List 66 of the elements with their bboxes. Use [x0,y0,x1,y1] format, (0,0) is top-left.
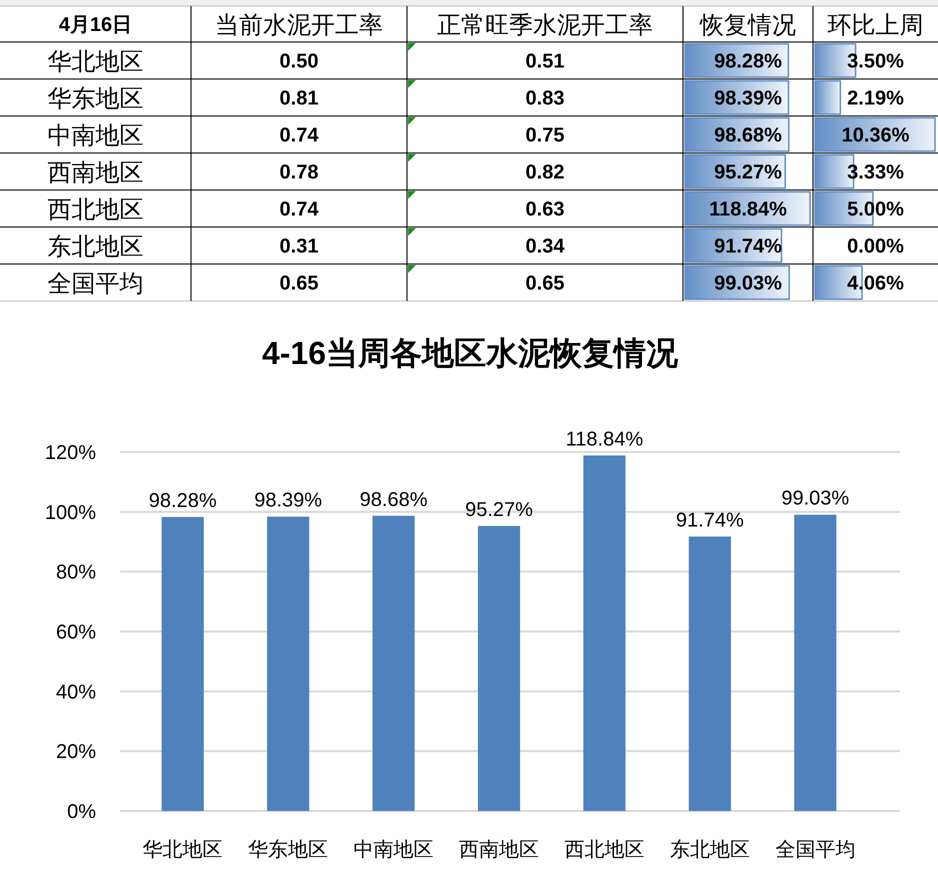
data-label: 0.65 [526,272,564,294]
chart-title: 4-16当周各地区水泥恢复情况 [262,335,680,371]
y-tick-label: 100% [44,502,96,524]
chart-title: 恢复情况 [699,13,796,39]
data-label: 0.81 [280,88,318,110]
y-tick-label: 80% [56,562,96,584]
data-label: 98.68% [360,488,428,511]
data-label: 95.27% [465,498,534,521]
y-tick-label: 20% [56,741,96,764]
data-label: 0.34 [526,236,566,258]
data-label: 0.50 [280,50,318,72]
x-tick-label: 当前水泥开工率 [215,12,383,39]
data-label: 0.75 [526,124,564,146]
x-tick-label: 中南地区 [354,839,434,861]
x-tick-label: 西南地区 [459,839,539,861]
data-label: 0.74 [280,124,320,146]
data-label: 98.39% [714,88,782,110]
data-label: 0.00% [847,236,904,258]
y-tick-label: 西南地区 [48,160,144,186]
x-tick-label: 正常旺季水泥开工率 [437,12,653,39]
bar [794,514,836,811]
y-axis-title: 4月16日 [58,14,132,36]
data-label: 0.74 [280,198,320,220]
y-tick-label: 中南地区 [48,124,144,150]
data-label: 91.74% [676,510,744,532]
bar [372,516,415,811]
x-tick-label: 华北地区 [142,839,223,861]
y-tick-label: 华东地区 [48,86,144,112]
bar [583,455,626,811]
bar [478,526,520,811]
data-label: 0.31 [280,236,318,258]
data-label: 118.84% [566,428,644,450]
bar [267,516,310,811]
data-label: 99.03% [781,488,850,510]
chart-title: 环比上周 [828,13,924,39]
data-label: 98.68% [714,124,782,146]
data-label: 10.36% [842,124,910,146]
data-label: 0.51 [526,50,564,72]
y-tick-label: 东北地区 [48,234,144,260]
x-tick-label: 东北地区 [670,839,750,861]
y-tick-label: 60% [56,622,96,644]
bar [814,80,842,115]
y-tick-label: 全国平均 [48,272,144,298]
x-tick-label: 西北地区 [564,839,644,861]
data-label: 99.03% [714,272,782,294]
y-tick-label: 华北地区 [48,50,144,76]
y-tick-label: 120% [44,442,96,464]
data-label: 91.74% [714,236,782,258]
data-label: 0.65 [280,272,318,294]
bar [162,516,204,811]
y-tick-label: 0% [67,801,96,823]
x-tick-label: 华东地区 [248,839,328,861]
data-label: 2.19% [847,88,904,110]
y-tick-label: 40% [56,681,96,704]
data-label: 98.28% [714,50,782,72]
data-label: 98.28% [148,490,217,512]
bar [688,536,731,811]
data-label: 0.82 [526,162,564,184]
data-label: 95.27% [714,162,782,184]
data-label: 0.78 [280,162,318,184]
data-label: 98.39% [254,490,322,512]
data-label: 0.63 [526,198,564,220]
y-tick-label: 西北地区 [48,198,144,224]
data-label: 0.83 [526,88,564,110]
x-tick-label: 全国平均 [775,839,856,861]
data-label: 118.84% [709,198,788,220]
